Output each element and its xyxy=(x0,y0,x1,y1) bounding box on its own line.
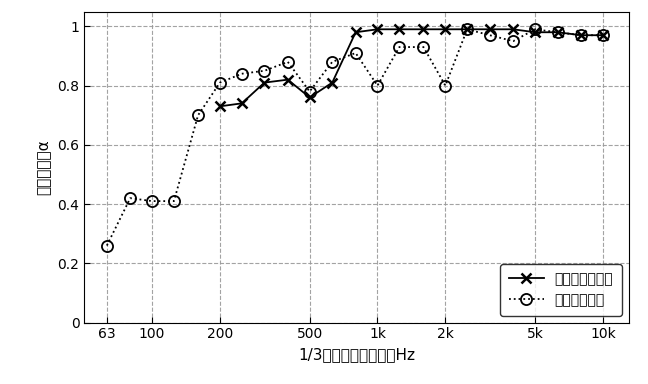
X-axis label: 1/3倍频程中心频率，Hz: 1/3倍频程中心频率，Hz xyxy=(298,347,415,362)
Y-axis label: 吸声系数，α: 吸声系数，α xyxy=(37,139,52,195)
气球脉冲声源 xyxy=(374,83,382,88)
Line: 气球脉冲声源: 气球脉冲声源 xyxy=(101,24,608,251)
气球脉冲声源 xyxy=(170,199,178,204)
气球脉冲声源 xyxy=(352,51,360,55)
气球脉冲声源 xyxy=(260,68,268,73)
气球脉冲声源 xyxy=(463,27,471,31)
普通扬声器声源 xyxy=(284,77,292,82)
气球脉冲声源 xyxy=(238,71,246,76)
普通扬声器声源 xyxy=(599,33,607,38)
气球脉冲声源 xyxy=(486,33,494,38)
普通扬声器声源 xyxy=(306,95,314,100)
普通扬声器声源 xyxy=(395,27,403,31)
气球脉冲声源 xyxy=(395,45,403,50)
Legend: 普通扬声器声源, 气球脉冲声源: 普通扬声器声源, 气球脉冲声源 xyxy=(500,264,621,316)
气球脉冲声源 xyxy=(577,33,585,38)
Line: 普通扬声器声源: 普通扬声器声源 xyxy=(215,25,608,111)
气球脉冲声源 xyxy=(103,243,111,248)
普通扬声器声源 xyxy=(441,27,449,31)
普通扬声器声源 xyxy=(374,27,382,31)
气球脉冲声源 xyxy=(441,83,449,88)
普通扬声器声源 xyxy=(238,101,246,106)
气球脉冲声源 xyxy=(306,89,314,94)
气球脉冲声源 xyxy=(531,27,539,31)
普通扬声器声源 xyxy=(486,27,494,31)
气球脉冲声源 xyxy=(420,45,428,50)
普通扬声器声源 xyxy=(260,80,268,85)
普通扬声器声源 xyxy=(463,27,471,31)
普通扬声器声源 xyxy=(531,30,539,35)
气球脉冲声源 xyxy=(216,80,224,85)
气球脉冲声源 xyxy=(284,60,292,64)
气球脉冲声源 xyxy=(599,33,607,38)
普通扬声器声源 xyxy=(329,80,336,85)
气球脉冲声源 xyxy=(554,30,562,35)
普通扬声器声源 xyxy=(216,104,224,109)
普通扬声器声源 xyxy=(554,30,562,35)
普通扬声器声源 xyxy=(420,27,428,31)
普通扬声器声源 xyxy=(577,33,585,38)
气球脉冲声源 xyxy=(148,199,156,204)
普通扬声器声源 xyxy=(509,27,517,31)
普通扬声器声源 xyxy=(352,30,360,35)
气球脉冲声源 xyxy=(509,39,517,43)
气球脉冲声源 xyxy=(194,113,202,118)
气球脉冲声源 xyxy=(329,60,336,64)
气球脉冲声源 xyxy=(126,196,134,200)
